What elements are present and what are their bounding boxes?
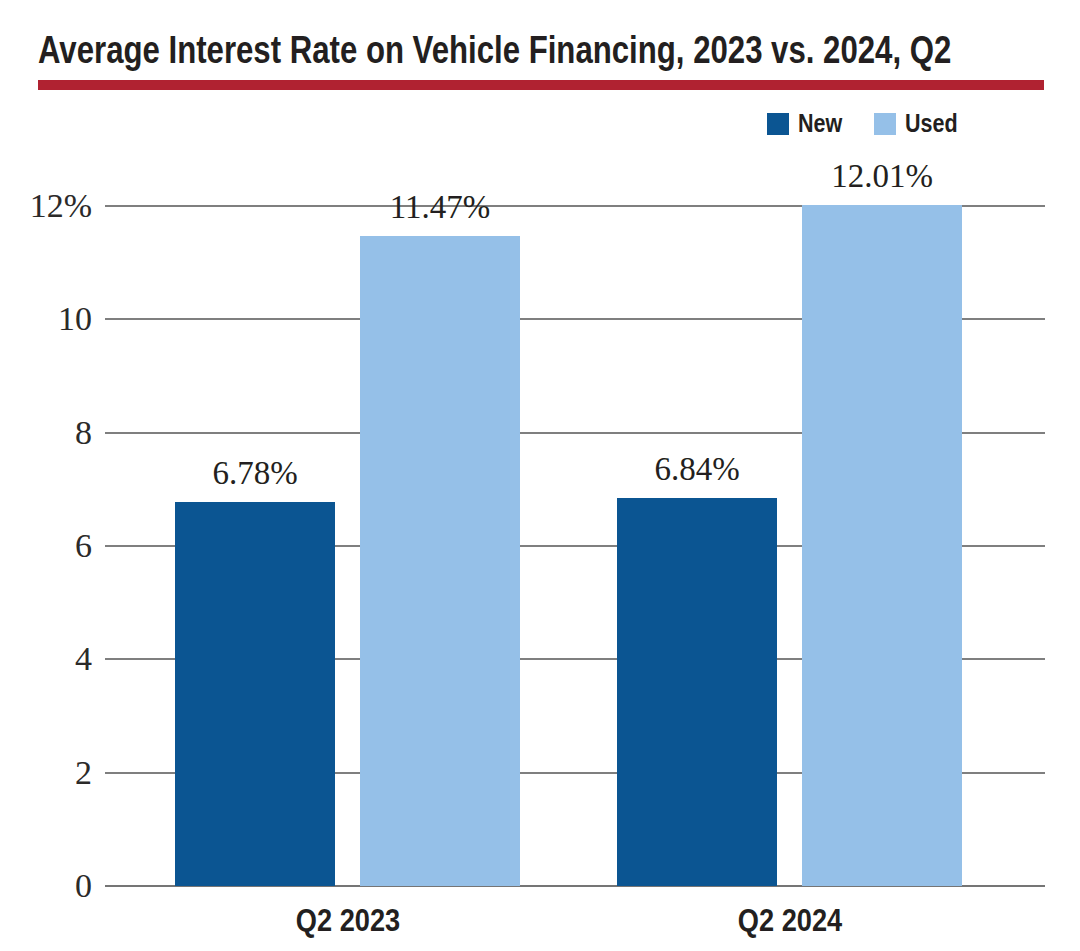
legend-swatch-used-icon	[874, 113, 896, 135]
bar-value-label-used-q2-2023: 11.47%	[390, 191, 491, 224]
bar-used-q2-2023	[360, 236, 520, 886]
legend-swatch-new-icon	[767, 113, 789, 135]
y-tick-label-8: 8	[0, 413, 92, 453]
legend-label-used: Used	[905, 111, 958, 136]
chart-title: Average Interest Rate on Vehicle Financi…	[38, 28, 951, 72]
bar-value-label-new-q2-2024: 6.84%	[654, 453, 739, 486]
legend: New Used	[767, 111, 966, 136]
bar-new-q2-2023	[175, 502, 335, 886]
y-tick-label-12: 12%	[0, 186, 92, 226]
legend-item-used: Used	[874, 111, 966, 136]
bar-value-label-new-q2-2023: 6.78%	[212, 457, 297, 490]
x-axis-label-q2-2024: Q2 2024	[737, 904, 841, 936]
title-underline-rule	[38, 80, 1044, 90]
y-tick-label-10: 10	[0, 299, 92, 339]
bar-used-q2-2024	[802, 205, 962, 886]
bar-new-q2-2024	[617, 498, 777, 886]
y-tick-label-4: 4	[0, 639, 92, 679]
plot-area: 6.78%6.84%11.47%12.01% Q2 2023Q2 2024	[105, 206, 1045, 886]
chart-page: Average Interest Rate on Vehicle Financi…	[0, 0, 1080, 951]
y-tick-label-6: 6	[0, 526, 92, 566]
bar-value-label-used-q2-2024: 12.01%	[831, 160, 933, 193]
legend-label-new: New	[798, 111, 842, 136]
x-axis-label-q2-2023: Q2 2023	[295, 904, 399, 936]
y-tick-label-2: 2	[0, 753, 92, 793]
y-tick-label-0: 0	[0, 866, 92, 906]
legend-item-new: New	[767, 111, 849, 136]
